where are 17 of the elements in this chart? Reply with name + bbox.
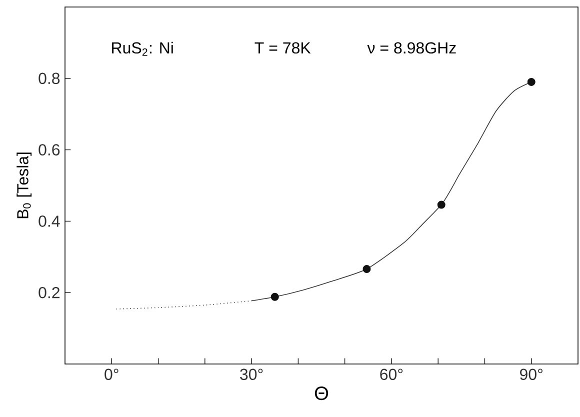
x-tick-label: 0° <box>104 368 118 380</box>
x-tick-label: 30° <box>240 368 263 380</box>
y-tick-label: 0.6 <box>38 144 60 156</box>
point <box>437 200 446 209</box>
y-tick-label: 0.2 <box>38 286 60 298</box>
point <box>527 78 536 86</box>
y-axis-title: B$_{0}$ [Tesla] <box>16 152 32 218</box>
x-axis-title: Θ <box>314 386 328 400</box>
x-tick-label: 60° <box>380 368 403 380</box>
point <box>362 265 371 274</box>
y-tick-label: 0.8 <box>38 72 60 84</box>
annotation: ν = 8.98GHz <box>367 42 456 54</box>
annotation: T = 78K <box>254 42 311 54</box>
point <box>270 292 279 301</box>
x-tick-label: 90° <box>520 368 543 380</box>
y-tick-label: 0.4 <box>38 216 60 227</box>
annotation: RuS$_{2}$: Ni <box>112 42 173 56</box>
